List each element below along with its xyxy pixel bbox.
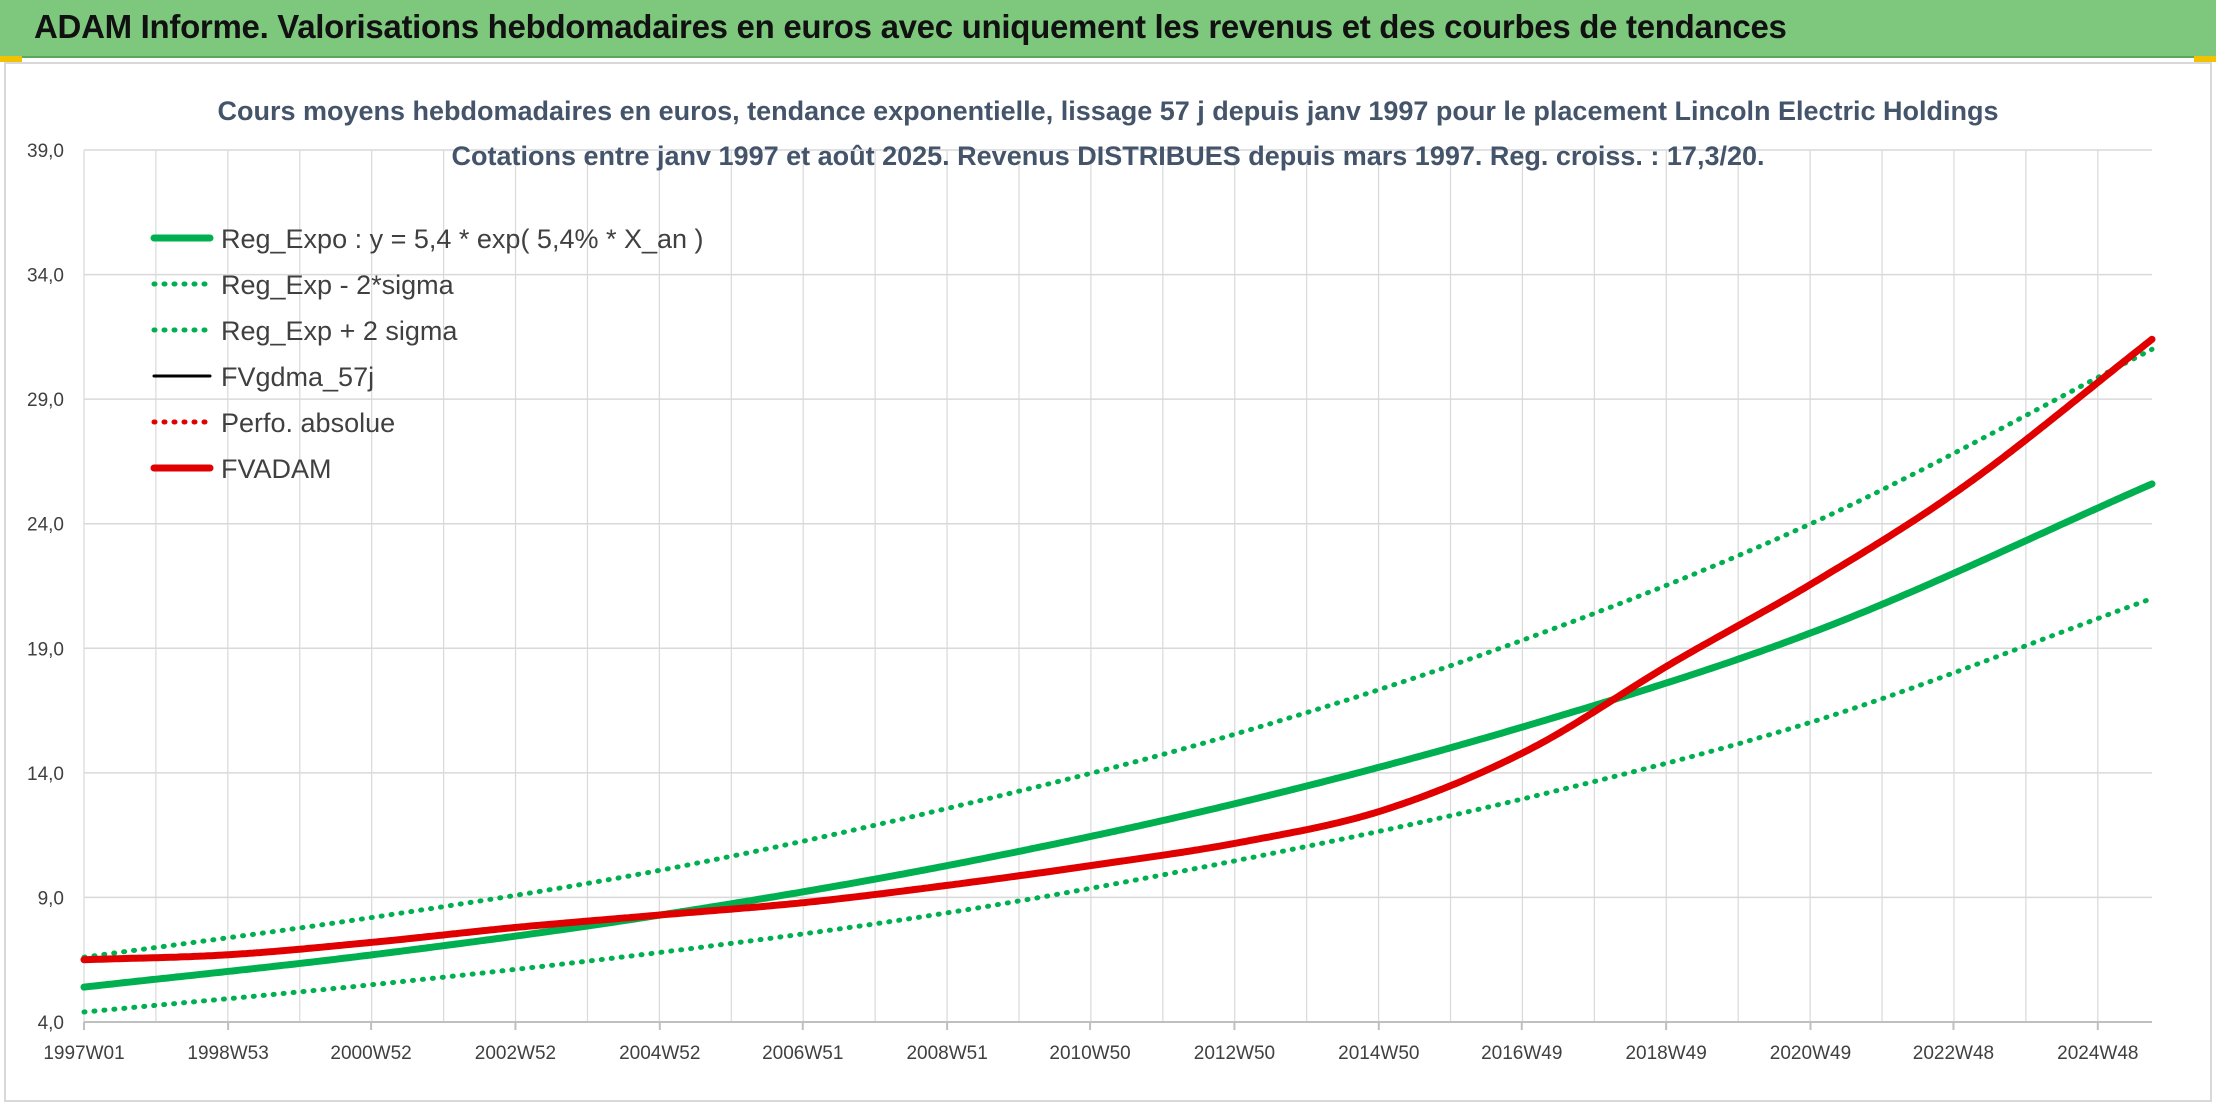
corner-marker-right [2194,56,2216,62]
chart-series [80,335,2156,1015]
series-line-0 [80,480,2156,991]
x-tick-label: 2018W49 [1625,1043,1706,1064]
x-tick-label: 2008W51 [906,1043,987,1064]
y-tick-label: 24,0 [27,515,64,536]
chart-frame [4,62,2212,1102]
series-line-5 [80,335,2156,964]
series-line-1 [81,596,2155,1015]
x-tick-label: 2024W48 [2057,1043,2138,1064]
y-tick-label: 9,0 [38,888,64,909]
series-line-2 [81,346,2155,960]
x-tick-label: 2014W50 [1338,1043,1419,1064]
x-tick-label: 2012W50 [1194,1043,1275,1064]
header-bar: ADAM Informe. Valorisations hebdomadaire… [0,0,2216,58]
legend: Reg_Expo : y = 5,4 * exp( 5,4% * X_an ) R… [150,224,704,484]
x-tick-label: 1998W53 [187,1043,268,1064]
x-axis: 1997W01 1998W53 2000W52 2002W52 2004W52 2006W… [43,1022,2138,1064]
y-tick-label: 34,0 [27,266,64,287]
corner-marker-left [0,56,22,62]
legend-label: Reg_Exp + 2 sigma [221,316,458,346]
x-tick-label: 2002W52 [475,1043,556,1064]
y-axis: 4,0 9,0 14,0 19,0 24,0 29,0 34,0 39,0 [27,141,64,1034]
y-tick-label: 14,0 [27,764,64,785]
chart-title-line-2: Cotations entre janv 1997 et août 2025. … [451,141,1764,171]
legend-label: FVADAM [221,454,332,484]
legend-label: FVgdma_57j [221,362,374,392]
x-tick-label: 1997W01 [43,1043,124,1064]
legend-label: Reg_Expo : y = 5,4 * exp( 5,4% * X_an ) [221,224,704,254]
y-tick-label: 29,0 [27,390,64,411]
x-tick-label: 2006W51 [762,1043,843,1064]
legend-label: Reg_Exp - 2*sigma [221,270,455,300]
y-tick-label: 19,0 [27,639,64,660]
page-title: ADAM Informe. Valorisations hebdomadaire… [34,8,1787,45]
chart-title-line-1: Cours moyens hebdomadaires en euros, ten… [217,96,1998,126]
y-tick-label: 4,0 [38,1013,64,1034]
legend-label: Perfo. absolue [221,408,395,438]
x-tick-label: 2016W49 [1481,1043,1562,1064]
x-tick-label: 2004W52 [619,1043,700,1064]
y-tick-label: 39,0 [27,141,64,162]
x-tick-label: 2022W48 [1913,1043,1994,1064]
x-tick-label: 2010W50 [1049,1043,1130,1064]
x-tick-label: 2020W49 [1770,1043,1851,1064]
x-tick-label: 2000W52 [330,1043,411,1064]
